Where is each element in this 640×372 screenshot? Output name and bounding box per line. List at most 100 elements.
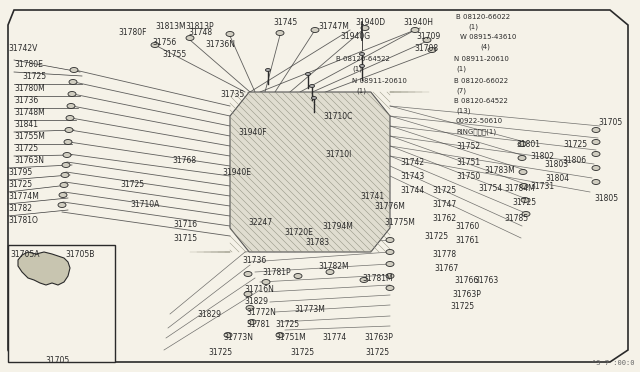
Text: (1): (1) xyxy=(468,24,478,31)
Ellipse shape xyxy=(62,163,70,167)
Text: 31782M: 31782M xyxy=(318,262,349,271)
Text: 31736: 31736 xyxy=(242,256,266,265)
Text: 31785: 31785 xyxy=(504,214,528,223)
Text: 31776M: 31776M xyxy=(374,202,405,211)
Text: 31725: 31725 xyxy=(120,180,144,189)
Text: 31736N: 31736N xyxy=(205,40,235,49)
Text: 31774: 31774 xyxy=(322,333,346,342)
Text: 31781M: 31781M xyxy=(362,274,392,283)
Text: 31741: 31741 xyxy=(360,192,384,201)
Text: 31725: 31725 xyxy=(275,320,299,329)
Text: (1): (1) xyxy=(356,88,366,94)
Text: 31760: 31760 xyxy=(455,222,479,231)
Text: 31763N: 31763N xyxy=(14,156,44,165)
Ellipse shape xyxy=(423,38,431,42)
Text: (1): (1) xyxy=(352,66,362,73)
Ellipse shape xyxy=(58,202,66,208)
Text: 31725: 31725 xyxy=(14,144,38,153)
Ellipse shape xyxy=(66,115,74,121)
Polygon shape xyxy=(8,10,628,362)
Text: 32247: 32247 xyxy=(248,218,272,227)
Polygon shape xyxy=(230,92,390,252)
Ellipse shape xyxy=(224,333,232,337)
Ellipse shape xyxy=(276,31,284,35)
Ellipse shape xyxy=(592,166,600,170)
Text: 31940H: 31940H xyxy=(403,18,433,27)
Text: 31710I: 31710I xyxy=(325,150,351,159)
Text: 31829: 31829 xyxy=(244,297,268,306)
Ellipse shape xyxy=(262,279,270,285)
Text: 31725: 31725 xyxy=(563,140,587,149)
Ellipse shape xyxy=(411,28,419,32)
Ellipse shape xyxy=(186,35,194,41)
Text: 31780F: 31780F xyxy=(118,28,147,37)
Text: 31802: 31802 xyxy=(530,152,554,161)
Text: 31803: 31803 xyxy=(544,160,568,169)
Text: 31781: 31781 xyxy=(246,320,270,329)
Ellipse shape xyxy=(67,103,75,109)
Text: 31725: 31725 xyxy=(22,72,46,81)
Ellipse shape xyxy=(592,180,600,185)
Ellipse shape xyxy=(70,67,78,73)
Text: B 08120-66022: B 08120-66022 xyxy=(454,78,508,84)
Text: 31705: 31705 xyxy=(45,356,69,365)
Text: 31755: 31755 xyxy=(162,50,186,59)
Text: (4): (4) xyxy=(480,44,490,51)
Text: 31750: 31750 xyxy=(456,172,480,181)
Text: 31725: 31725 xyxy=(290,348,314,357)
Text: 31716: 31716 xyxy=(173,220,197,229)
Ellipse shape xyxy=(248,320,256,324)
Text: (1): (1) xyxy=(456,66,466,73)
Ellipse shape xyxy=(361,26,369,31)
Bar xyxy=(8,245,115,362)
Text: 31742: 31742 xyxy=(400,158,424,167)
Text: 31742V: 31742V xyxy=(8,44,37,53)
Text: 31762: 31762 xyxy=(432,214,456,223)
Text: 31709: 31709 xyxy=(416,32,440,41)
Ellipse shape xyxy=(386,262,394,266)
Text: 31775M: 31775M xyxy=(384,218,415,227)
Text: 31744: 31744 xyxy=(400,186,424,195)
Ellipse shape xyxy=(305,73,310,76)
Text: 31805: 31805 xyxy=(594,194,618,203)
Text: 31763P: 31763P xyxy=(364,333,393,342)
Text: 31748: 31748 xyxy=(188,28,212,37)
Text: 31940G: 31940G xyxy=(340,32,370,41)
Text: 31763: 31763 xyxy=(474,276,499,285)
Text: 31778: 31778 xyxy=(432,250,456,259)
Text: 00922-50610: 00922-50610 xyxy=(456,118,503,124)
Text: 31743: 31743 xyxy=(400,172,424,181)
Text: 31763P: 31763P xyxy=(452,290,481,299)
Ellipse shape xyxy=(294,273,302,279)
Text: 31813P: 31813P xyxy=(185,22,214,31)
Text: 31725: 31725 xyxy=(512,198,536,207)
Text: B 08120-64522: B 08120-64522 xyxy=(336,56,390,62)
Text: 31710A: 31710A xyxy=(130,200,159,209)
Text: 31710C: 31710C xyxy=(323,112,353,121)
Text: 31756: 31756 xyxy=(152,38,176,47)
Text: 31748M: 31748M xyxy=(14,108,45,117)
Ellipse shape xyxy=(360,52,365,55)
Text: 31774M: 31774M xyxy=(8,192,39,201)
Ellipse shape xyxy=(266,68,271,71)
Text: 31720E: 31720E xyxy=(284,228,313,237)
Text: 31806: 31806 xyxy=(562,156,586,165)
Ellipse shape xyxy=(244,292,252,296)
Text: 31766: 31766 xyxy=(454,276,478,285)
Text: N 08911-20610: N 08911-20610 xyxy=(454,56,509,62)
Text: B 08120-64522: B 08120-64522 xyxy=(454,98,508,104)
Text: 31725: 31725 xyxy=(208,348,232,357)
Text: 31767: 31767 xyxy=(434,264,458,273)
Text: 31783: 31783 xyxy=(305,238,329,247)
Text: 31725: 31725 xyxy=(424,232,448,241)
Text: 31794M: 31794M xyxy=(322,222,353,231)
Text: 31708: 31708 xyxy=(414,44,438,53)
Ellipse shape xyxy=(592,128,600,132)
Text: 31784M: 31784M xyxy=(504,184,535,193)
Text: 31829: 31829 xyxy=(197,310,221,319)
Text: 31813M: 31813M xyxy=(155,22,186,31)
Ellipse shape xyxy=(64,140,72,144)
Text: 31735: 31735 xyxy=(220,90,244,99)
Ellipse shape xyxy=(61,173,69,177)
Text: 31745: 31745 xyxy=(273,18,297,27)
